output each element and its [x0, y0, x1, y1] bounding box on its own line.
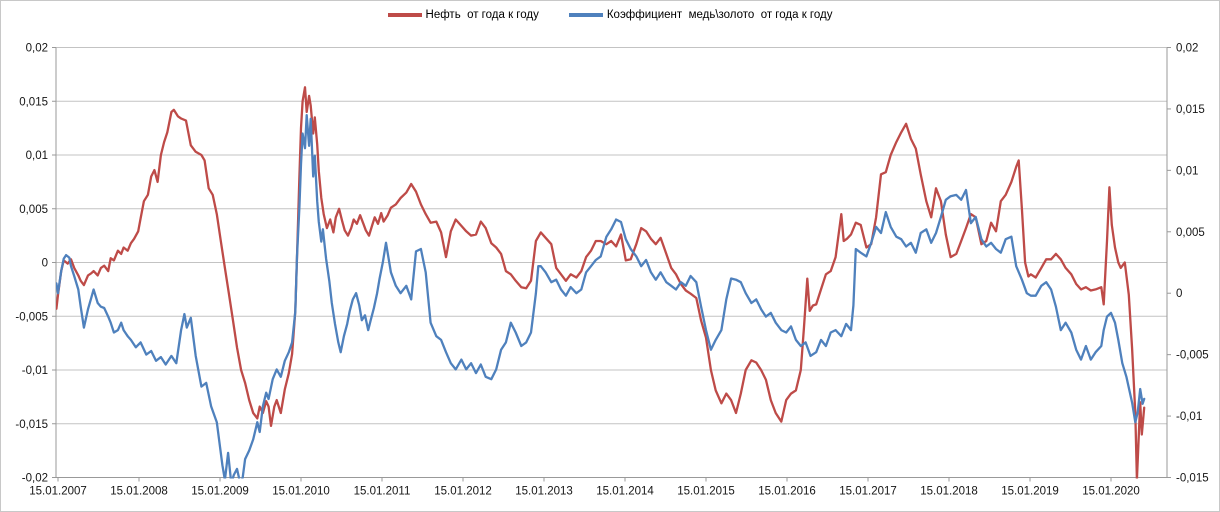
x-axis-label: 15.01.2009 — [191, 486, 249, 498]
series-line-copper-gold — [56, 113, 1146, 479]
x-axis-label: 15.01.2019 — [1001, 486, 1059, 498]
y-axis-left-label: 0,01 — [26, 150, 48, 162]
x-axis-label: 15.01.2012 — [434, 486, 492, 498]
y-axis-left-label: -0,005 — [15, 311, 48, 323]
y-axis-left-label: -0,015 — [15, 419, 48, 431]
y-axis-left-label: 0,02 — [26, 43, 48, 55]
y-axis-left-label: -0,02 — [22, 473, 48, 485]
x-axis-label: 15.01.2015 — [677, 486, 735, 498]
y-axis-right-label: -0,01 — [1176, 411, 1202, 423]
x-axis-label: 15.01.2016 — [758, 486, 816, 498]
x-axis-label: 15.01.2017 — [839, 486, 897, 498]
y-axis-left-label: 0,005 — [19, 204, 48, 216]
legend-label-copper-gold: Коэффициент медь\золото от года к году — [606, 9, 833, 21]
legend-label-oil: Нефть от года к году — [425, 9, 539, 21]
series-line-oil — [56, 86, 1146, 479]
x-axis-label: 15.01.2020 — [1082, 486, 1140, 498]
y-axis-left-label: -0,01 — [22, 365, 48, 377]
x-axis-label: 15.01.2011 — [354, 486, 411, 498]
y-axis-right-label: 0,01 — [1176, 165, 1198, 177]
y-axis-right-label: -0,015 — [1176, 473, 1209, 485]
x-axis-label: 15.01.2007 — [29, 486, 87, 498]
x-axis-label: 15.01.2018 — [920, 486, 978, 498]
oil-line-swatch — [387, 13, 422, 17]
legend-item-copper-gold[interactable]: Коэффициент медь\золото от года к году — [568, 9, 833, 21]
y-axis-left-label: 0,015 — [19, 96, 48, 108]
x-axis-label: 15.01.2013 — [515, 486, 573, 498]
y-axis-right-label: 0,015 — [1176, 104, 1205, 116]
x-axis-label: 15.01.2010 — [272, 486, 330, 498]
y-axis-right-label: -0,005 — [1176, 350, 1209, 362]
legend-item-oil[interactable]: Нефть от года к году — [387, 9, 539, 21]
y-axis-left-label: 0 — [42, 258, 48, 270]
copper-gold-line-swatch — [568, 13, 603, 17]
y-axis-right-label: 0,02 — [1176, 43, 1198, 55]
x-axis-label: 15.01.2014 — [596, 486, 654, 498]
y-axis-right-label: 0 — [1176, 288, 1182, 300]
legend: Нефть от года к году Коэффициент медь\зо… — [1, 9, 1219, 21]
x-axis-label: 15.01.2008 — [110, 486, 168, 498]
y-axis-right-label: 0,005 — [1176, 227, 1205, 239]
